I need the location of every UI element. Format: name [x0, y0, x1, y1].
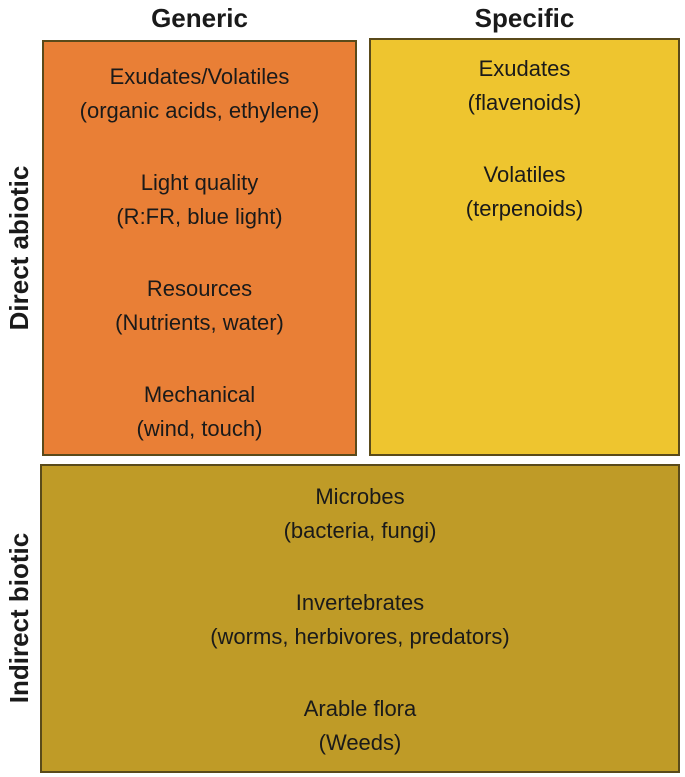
item-examples: (Nutrients, water) [115, 310, 284, 335]
generic-abiotic-box: Exudates/Volatiles (organic acids, ethyl… [42, 40, 357, 456]
item-title: Resources [146, 276, 253, 301]
generic-item-mechanical: Mechanical (wind, touch) [137, 378, 263, 446]
item-title: Microbes [315, 484, 405, 509]
indirect-biotic-box: Microbes (bacteria, fungi) Invertebrates… [40, 464, 680, 773]
item-examples: (terpenoids) [465, 196, 584, 221]
biotic-item-arable-flora: Arable flora (Weeds) [304, 692, 417, 760]
item-examples: (organic acids, ethylene) [79, 98, 320, 123]
item-title: Mechanical [143, 382, 256, 407]
item-title: Invertebrates [295, 590, 425, 615]
item-title: Volatiles [483, 162, 566, 187]
item-examples: (flavenoids) [467, 90, 582, 115]
item-title: Arable flora [303, 696, 417, 721]
item-examples: (R:FR, blue light) [116, 204, 283, 229]
item-examples: (worms, herbivores, predators) [210, 624, 510, 649]
generic-item-resources: Resources (Nutrients, water) [115, 272, 284, 340]
specific-abiotic-box: Exudates (flavenoids) Volatiles (terpeno… [369, 38, 680, 456]
item-title: Exudates [478, 56, 571, 81]
generic-item-light-quality: Light quality (R:FR, blue light) [116, 166, 282, 234]
specific-item-volatiles: Volatiles (terpenoids) [466, 158, 583, 226]
row-header-indirect-biotic: Indirect biotic [4, 532, 34, 704]
row-header-direct-abiotic: Direct abiotic [4, 165, 34, 331]
item-examples: (bacteria, fungi) [283, 518, 437, 543]
biotic-item-microbes: Microbes (bacteria, fungi) [284, 480, 437, 548]
item-title: Exudates/Volatiles [109, 64, 290, 89]
generic-item-exudates-volatiles: Exudates/Volatiles (organic acids, ethyl… [80, 60, 320, 128]
column-header-generic: Generic [151, 3, 248, 33]
item-examples: (Weeds) [318, 730, 402, 755]
biotic-item-invertebrates: Invertebrates (worms, herbivores, predat… [210, 586, 510, 654]
item-examples: (wind, touch) [136, 416, 263, 441]
item-title: Light quality [140, 170, 259, 195]
column-header-specific: Specific [474, 3, 575, 33]
specific-item-exudates: Exudates (flavenoids) [468, 52, 582, 120]
